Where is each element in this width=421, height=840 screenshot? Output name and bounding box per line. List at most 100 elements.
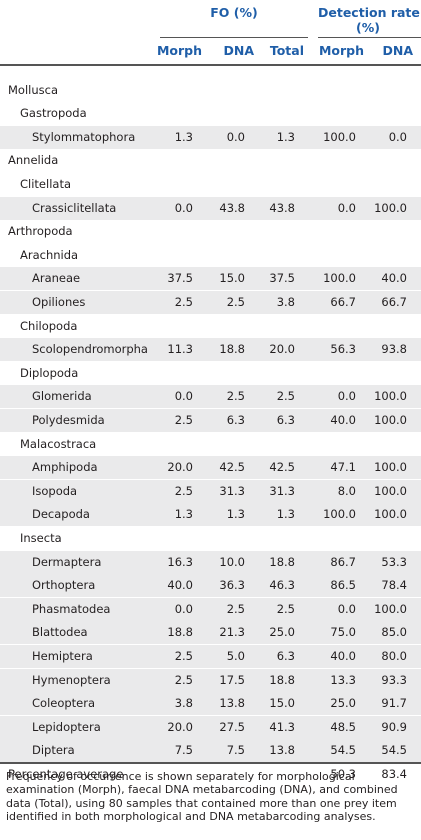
cell-value: 66.7: [381, 294, 407, 309]
cell-value: 40.0: [381, 271, 407, 286]
header-detection-line2: (%): [356, 20, 380, 35]
table-row: Crassiclitellata 0.0 43.8 43.8 0.0 100.0: [0, 196, 421, 220]
cell-value: 40.0: [330, 412, 356, 427]
table-row: Coleoptera 3.8 13.8 15.0 25.0 91.7: [0, 692, 421, 716]
cell-value: 100.0: [374, 507, 407, 522]
table-row: Annelida: [0, 149, 421, 172]
table-row: Amphipoda 20.0 42.5 42.5 47.1 100.0: [0, 456, 421, 480]
row-label: Phasmatodea: [32, 601, 111, 616]
row-label: Diplopoda: [20, 365, 79, 380]
table-row: Gastropoda: [0, 102, 421, 125]
row-label: Mollusca: [8, 82, 58, 97]
row-label: Insecta: [20, 530, 62, 545]
row-label: Malacostraca: [20, 436, 97, 451]
table-row: Hemiptera 2.5 5.0 6.3 40.0 80.0: [0, 644, 421, 668]
cell-value: 86.7: [330, 554, 356, 569]
cell-value: 2.5: [276, 601, 295, 616]
table-row: Diplopoda: [0, 362, 421, 385]
cell-value: 18.8: [219, 342, 245, 357]
cell-value: 43.8: [219, 200, 245, 215]
cell-value: 17.5: [219, 672, 245, 687]
cell-value: 0.0: [337, 200, 356, 215]
cell-value: 27.5: [219, 719, 245, 734]
cell-value: 42.5: [219, 460, 245, 475]
cell-value: 0.0: [226, 129, 245, 144]
header-col-dna-fo: DNA: [223, 43, 254, 58]
cell-value: 93.8: [381, 342, 407, 357]
cell-value: 21.3: [219, 625, 245, 640]
cell-value: 2.5: [226, 601, 245, 616]
cell-value: 50.3: [330, 766, 356, 781]
row-label: Percentage average: [8, 766, 124, 781]
row-label: Glomerida: [32, 389, 92, 404]
cell-value: 40.0: [167, 578, 193, 593]
cell-value: 80.0: [381, 648, 407, 663]
cell-value: 75.0: [330, 625, 356, 640]
cell-value: 15.0: [219, 271, 245, 286]
cell-value: 13.3: [330, 672, 356, 687]
cell-value: 2.5: [174, 294, 193, 309]
cell-value: 46.3: [269, 578, 295, 593]
cell-value: 2.5: [226, 389, 245, 404]
cell-value: 31.3: [219, 483, 245, 498]
row-label: Coleoptera: [32, 696, 96, 711]
cell-value: 2.5: [174, 672, 193, 687]
table-row: Decapoda 1.3 1.3 1.3 100.0 100.0: [0, 503, 421, 527]
cell-value: 36.3: [219, 578, 245, 593]
cell-value: 43.8: [269, 200, 295, 215]
cell-value: 53.3: [381, 554, 407, 569]
cell-value: 13.8: [219, 696, 245, 711]
row-label: Opiliones: [32, 294, 86, 309]
cell-value: 1.3: [276, 129, 295, 144]
cell-value: 20.0: [167, 460, 193, 475]
table-row: Diptera 7.5 7.5 13.8 54.5 54.5: [0, 739, 421, 763]
row-label: Annelida: [8, 153, 59, 168]
data-table: FO (%) Detection rate (%) Morph DNA Tota…: [0, 5, 421, 781]
table-row: Orthoptera 40.0 36.3 46.3 86.5 78.4: [0, 574, 421, 598]
cell-value: 1.3: [226, 507, 245, 522]
table-row: Polydesmida 2.5 6.3 6.3 40.0 100.0: [0, 408, 421, 432]
table-footnote: Frequency of occurrence is shown separat…: [6, 770, 398, 824]
table-row: Percentage average 50.3 83.4: [0, 763, 421, 786]
row-label: Arthropoda: [8, 224, 73, 239]
cell-value: 100.0: [374, 412, 407, 427]
header-detection-group: Detection rate (%): [318, 5, 420, 35]
table-row: Glomerida 0.0 2.5 2.5 0.0 100.0: [0, 385, 421, 409]
row-label: Gastropoda: [20, 106, 87, 121]
cell-value: 54.5: [330, 743, 356, 758]
cell-value: 3.8: [174, 696, 193, 711]
header-fo-group: FO (%): [210, 5, 258, 20]
cell-value: 0.0: [174, 601, 193, 616]
table-row: Scolopendromorpha 11.3 18.8 20.0 56.3 93.8: [0, 338, 421, 362]
cell-value: 13.8: [269, 743, 295, 758]
cell-value: 83.4: [381, 766, 407, 781]
row-label: Polydesmida: [32, 412, 105, 427]
row-label: Araneae: [32, 271, 81, 286]
cell-value: 85.0: [381, 625, 407, 640]
rule-under-detection: [318, 37, 421, 38]
cell-value: 20.0: [269, 342, 295, 357]
table-row: Araneae 37.5 15.0 37.5 100.0 40.0: [0, 267, 421, 291]
cell-value: 0.0: [337, 389, 356, 404]
cell-value: 41.3: [269, 719, 295, 734]
row-label: Orthoptera: [32, 578, 96, 593]
cell-value: 66.7: [330, 294, 356, 309]
cell-value: 15.0: [269, 696, 295, 711]
cell-value: 100.0: [323, 271, 356, 286]
table-row: Phasmatodea 0.0 2.5 2.5 0.0 100.0: [0, 597, 421, 621]
cell-value: 6.3: [276, 412, 295, 427]
cell-value: 0.0: [174, 389, 193, 404]
cell-value: 2.5: [276, 389, 295, 404]
cell-value: 100.0: [374, 200, 407, 215]
cell-value: 31.3: [269, 483, 295, 498]
cell-value: 18.8: [269, 672, 295, 687]
cell-value: 18.8: [167, 625, 193, 640]
cell-value: 1.3: [174, 507, 193, 522]
cell-value: 2.5: [174, 412, 193, 427]
table-row: Dermaptera 16.3 10.0 18.8 86.7 53.3: [0, 550, 421, 574]
row-label: Decapoda: [32, 507, 90, 522]
row-label: Amphipoda: [32, 460, 98, 475]
row-label: Lepidoptera: [32, 719, 101, 734]
cell-value: 90.9: [381, 719, 407, 734]
cell-value: 1.3: [174, 129, 193, 144]
